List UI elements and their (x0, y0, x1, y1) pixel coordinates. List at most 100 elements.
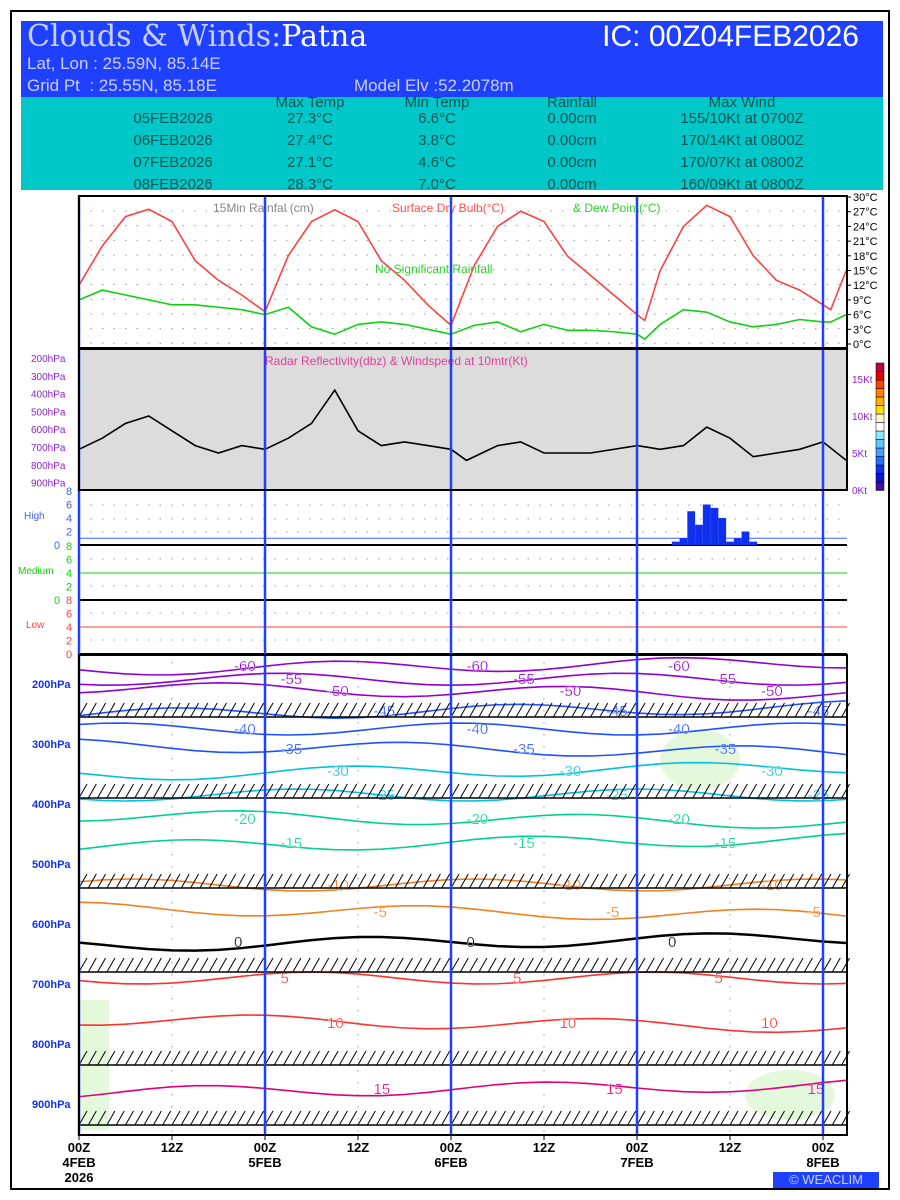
table-cell: 0.00cm (547, 176, 597, 193)
wind-barb (190, 702, 200, 718)
wind-barb (599, 1110, 609, 1126)
wind-barb (162, 873, 172, 889)
isotherm-line (78, 761, 847, 781)
table-cell: 27.4°C (286, 132, 334, 149)
cloud-tick-label: 2 (66, 636, 72, 648)
wind-barb (785, 1110, 795, 1126)
wind-barb (283, 957, 293, 973)
wind-barb (645, 873, 655, 889)
wind-barb (617, 783, 627, 799)
table-cell: 05FEB2026 (133, 110, 213, 127)
wind-barb (171, 957, 181, 973)
wind-barb (720, 957, 730, 973)
wind-barb (143, 702, 153, 718)
cloud-tick-label: 2 (66, 582, 72, 594)
wind-barb (487, 1110, 497, 1126)
wind-barb (450, 702, 460, 718)
wind-barb (524, 1110, 534, 1126)
wind-barb (255, 783, 265, 799)
wind-barb (450, 957, 460, 973)
wind-barb (357, 783, 367, 799)
isotherm-label: -40 (234, 721, 256, 738)
wind-barb (338, 957, 348, 973)
wind-barb (701, 783, 711, 799)
cloud-tick-label: 8 (66, 595, 72, 607)
wind-barb (227, 957, 237, 973)
wind-barb (171, 1050, 181, 1066)
wind-barb (208, 1110, 218, 1126)
wind-barb (208, 702, 218, 718)
wind-barb (78, 873, 88, 889)
wind-barb (236, 702, 246, 718)
wind-barb (431, 783, 441, 799)
wind-barb (87, 1050, 97, 1066)
wind-barb (506, 783, 516, 799)
wind-barb (264, 873, 274, 889)
wind-barb (245, 702, 255, 718)
wind-barb (245, 873, 255, 889)
wind-barb (385, 957, 395, 973)
isotherm-label: -15 (513, 835, 535, 852)
wind-barb (236, 783, 246, 799)
wind-barb (617, 873, 627, 889)
wind-barb (590, 1110, 599, 1126)
wind-barb (292, 702, 302, 718)
isotherm-label: -50 (761, 683, 783, 700)
wind-barb (255, 873, 265, 889)
wind-barb (385, 783, 395, 799)
wind-barb (404, 783, 413, 799)
wind-barb (338, 783, 348, 799)
wind-barb (627, 783, 637, 799)
wind-barb (264, 1050, 274, 1066)
isotherm-label: -15 (281, 835, 303, 852)
wind-barb (469, 1050, 479, 1066)
wind-barb (190, 873, 200, 889)
wind-barb (497, 957, 506, 973)
colorbar-segment (875, 447, 885, 457)
y-tick-label: 6°C (853, 310, 872, 322)
high-cloud-bar (695, 524, 703, 545)
wind-10m-line (78, 388, 847, 462)
table-cell: 0.00cm (547, 110, 597, 127)
wind-barb (143, 1050, 153, 1066)
wind-barb (208, 1050, 218, 1066)
wind-barb (404, 1110, 413, 1126)
wind-barb (404, 702, 413, 718)
wind-barb (785, 957, 795, 973)
isotherm-line (78, 788, 847, 802)
wind-barb (180, 1050, 190, 1066)
wind-barb (683, 957, 692, 973)
isotherm-label: -60 (467, 658, 489, 675)
wind-barb (301, 702, 311, 718)
model-elevation: Model Elv :52.2078m (354, 76, 514, 95)
table-header: Min Temp (404, 94, 470, 111)
wind-barb (571, 873, 581, 889)
wind-barb (664, 1050, 674, 1066)
wind-barb (729, 1110, 739, 1126)
wind-barb (831, 1050, 841, 1066)
wind-barb (655, 702, 665, 718)
wind-barb (218, 873, 227, 889)
wind-barb (366, 1110, 376, 1126)
wind-barb (515, 957, 525, 973)
wind-barb (692, 957, 702, 973)
x-tick-label: 7FEB (620, 1155, 653, 1170)
wind-barb (664, 1110, 674, 1126)
wind-barb (831, 702, 841, 718)
wind-barb (394, 957, 404, 973)
wind-barb (301, 957, 311, 973)
wind-barb (441, 1110, 451, 1126)
wind-barb (552, 1050, 562, 1066)
wind-barb (617, 1110, 627, 1126)
wind-barb (255, 957, 265, 973)
wind-barb (459, 1110, 469, 1126)
wind-barb (785, 783, 795, 799)
wind-barb (487, 957, 497, 973)
table-cell: 08FEB2026 (133, 176, 213, 193)
wind-barb (97, 702, 107, 718)
pressure-label: 500hPa (32, 859, 71, 871)
wind-barb (571, 957, 581, 973)
wind-barb (366, 957, 376, 973)
wind-barb (450, 873, 460, 889)
